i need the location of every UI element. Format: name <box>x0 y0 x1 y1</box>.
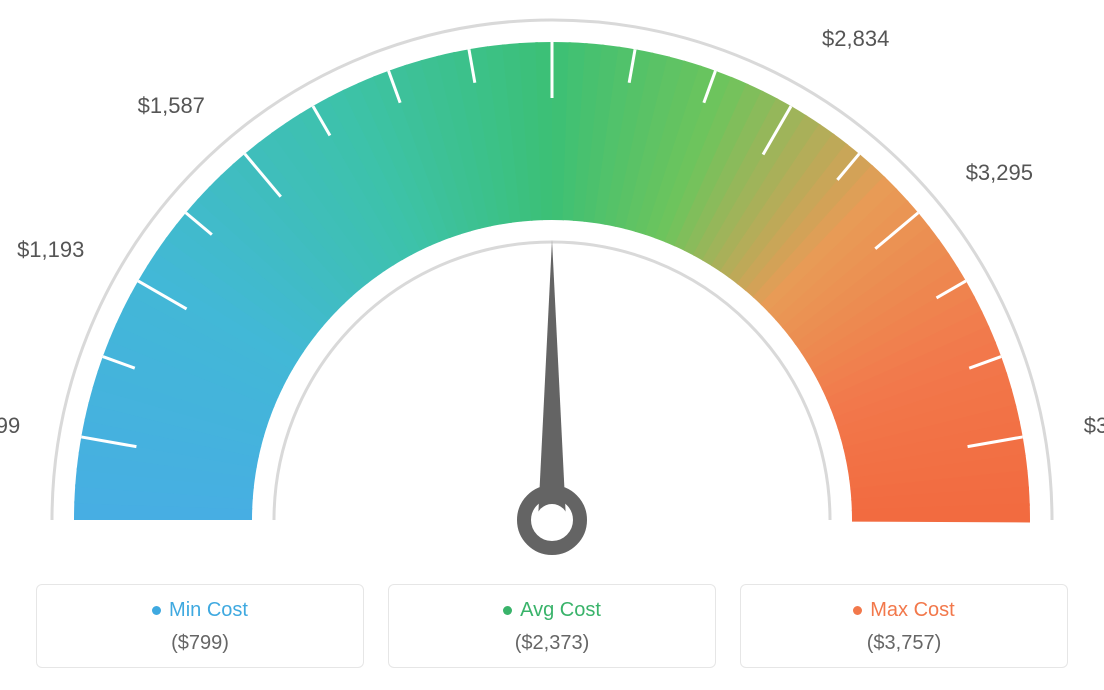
dot-icon <box>503 606 512 615</box>
dot-icon <box>853 606 862 615</box>
legend-row: Min Cost ($799) Avg Cost ($2,373) Max Co… <box>36 584 1068 668</box>
gauge-needle <box>538 240 566 520</box>
gauge-scale-label: $1,193 <box>17 237 84 263</box>
dot-icon <box>152 606 161 615</box>
legend-value-max: ($3,757) <box>751 632 1057 655</box>
legend-card-min: Min Cost ($799) <box>36 584 364 668</box>
legend-label: Min Cost <box>169 599 248 622</box>
legend-label: Avg Cost <box>520 599 601 622</box>
legend-title-min: Min Cost <box>152 599 248 622</box>
legend-title-max: Max Cost <box>853 599 954 622</box>
gauge-svg <box>0 0 1104 570</box>
legend-title-avg: Avg Cost <box>503 599 601 622</box>
gauge-scale-label: $1,587 <box>138 93 205 119</box>
gauge-scale-label: $3,295 <box>966 160 1033 186</box>
legend-card-avg: Avg Cost ($2,373) <box>388 584 716 668</box>
legend-value-avg: ($2,373) <box>399 632 705 655</box>
legend-value-min: ($799) <box>47 632 353 655</box>
gauge-scale-label: $2,834 <box>822 26 889 52</box>
gauge-hub-inner <box>536 504 568 536</box>
gauge-scale-label: $799 <box>0 413 20 439</box>
legend-label: Max Cost <box>870 599 954 622</box>
gauge-chart: $799$1,193$1,587$2,373$2,834$3,295$3,757 <box>0 0 1104 570</box>
cost-gauge-infographic: { "gauge": { "type": "gauge", "cx": 552,… <box>0 0 1104 690</box>
legend-card-max: Max Cost ($3,757) <box>740 584 1068 668</box>
gauge-scale-label: $3,757 <box>1084 413 1104 439</box>
